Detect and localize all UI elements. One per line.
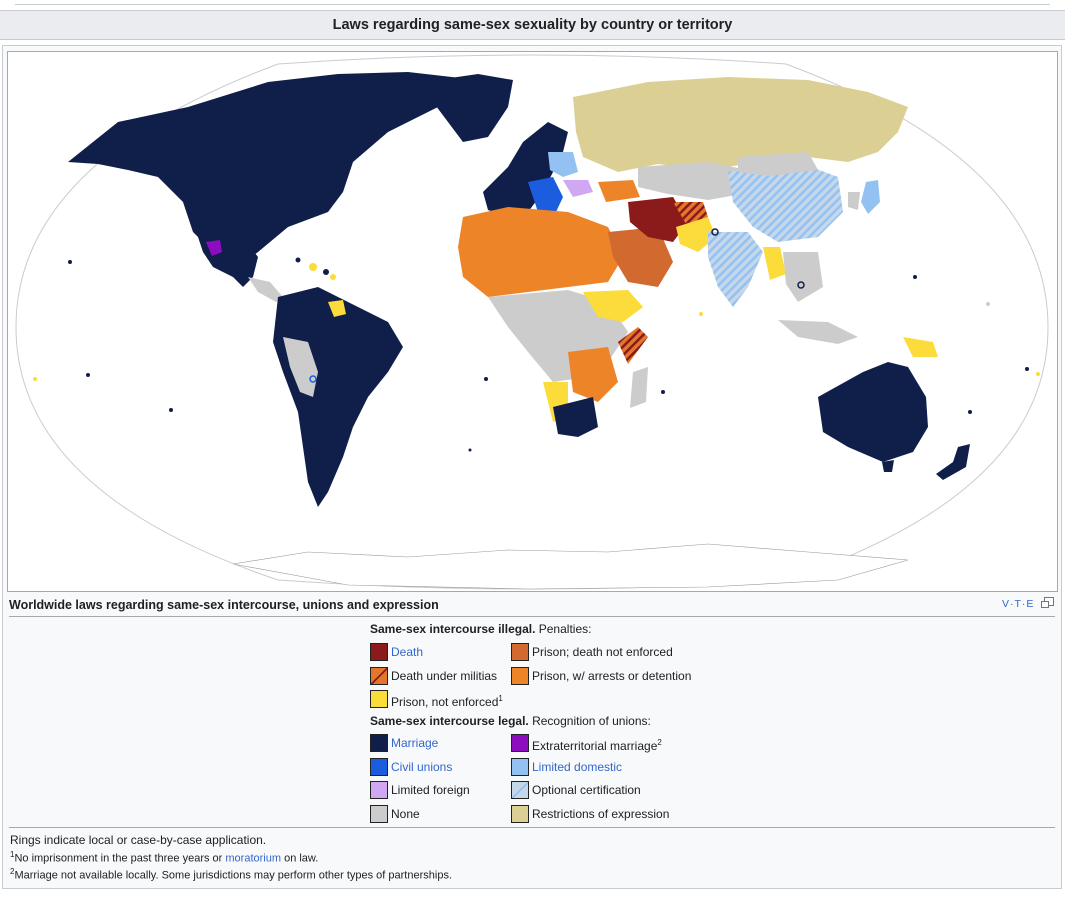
legend-label: Limited foreign	[391, 783, 470, 797]
region-andes-none[interactable]	[283, 337, 318, 397]
legend-label[interactable]: Limited domestic	[532, 759, 623, 774]
region-central-america[interactable]	[248, 277, 283, 302]
table-header: Laws regarding same-sex sexuality by cou…	[0, 10, 1065, 40]
region-china-hatch[interactable]	[728, 162, 843, 242]
footnote-1: 1No imprisonment in the past three years…	[10, 850, 319, 865]
legend-label: None	[391, 806, 420, 821]
region-south-africa[interactable]	[553, 397, 598, 437]
region-afghanistan-hatch[interactable]	[673, 202, 708, 224]
region-greenland[interactable]	[423, 74, 513, 142]
vte-links[interactable]: V·T·E	[1002, 598, 1035, 610]
page-title: Laws regarding same-sex sexuality by cou…	[332, 17, 733, 33]
world-map-svg[interactable]	[8, 52, 1057, 591]
region-guyana[interactable]	[328, 300, 346, 317]
enlarge-icon[interactable]	[1041, 597, 1054, 608]
region-europe[interactable]	[483, 122, 568, 217]
region-antarctica	[232, 543, 909, 590]
world-map[interactable]	[7, 51, 1058, 592]
legend-swatch	[511, 781, 529, 799]
legend-label: Extraterritorial marriage2	[532, 738, 662, 753]
legend-label[interactable]: Civil unions	[391, 759, 453, 774]
legend-label: Prison, not enforced1	[391, 694, 503, 709]
legend-swatch	[370, 757, 388, 776]
region-madagascar[interactable]	[630, 367, 648, 408]
region-png[interactable]	[903, 337, 938, 357]
region-indonesia[interactable]	[778, 320, 858, 344]
region-turkey[interactable]	[598, 180, 640, 202]
legend-swatch	[511, 804, 529, 823]
region-north-africa[interactable]	[458, 207, 623, 297]
region-north-america[interactable]	[68, 72, 478, 267]
region-india-hatch[interactable]	[708, 232, 763, 307]
legend-label[interactable]: Marriage	[391, 736, 439, 750]
region-horn-hatch[interactable]	[618, 327, 648, 364]
region-eastern-europe-limited[interactable]	[548, 152, 578, 177]
region-russia[interactable]	[573, 77, 908, 172]
legend-swatch	[370, 781, 388, 799]
figure-caption: Worldwide laws regarding same-sex interc…	[9, 598, 439, 612]
region-japan[interactable]	[861, 180, 880, 214]
region-south-central-africa[interactable]	[568, 347, 618, 402]
legend-swatch	[370, 690, 388, 708]
region-tasmania[interactable]	[882, 460, 894, 472]
legend-label: Restrictions of expression	[532, 806, 670, 821]
legend-label[interactable]: Death	[391, 645, 424, 659]
region-arabia[interactable]	[608, 227, 673, 287]
rings-note: Rings indicate local or case-by-case app…	[10, 833, 267, 847]
caption-divider	[9, 616, 1055, 617]
legend-label: Optional certification	[532, 783, 641, 797]
moratorium-link[interactable]: moratorium	[225, 852, 282, 865]
region-pakistan[interactable]	[676, 217, 716, 252]
legend-illegal-heading: Same-sex intercourse illegal. Penalties:	[370, 622, 592, 636]
legend-divider	[9, 827, 1055, 828]
legend-label: Prison; death not enforced	[532, 645, 673, 659]
region-central-europe-civil[interactable]	[528, 177, 563, 212]
region-mexico-extraterritorial[interactable]	[206, 240, 222, 256]
legend-swatch	[511, 734, 529, 752]
region-korea[interactable]	[848, 192, 860, 210]
legend-swatch	[370, 666, 388, 685]
region-mongolia[interactable]	[738, 152, 818, 176]
footnote-2: 2Marriage not available locally. Some ju…	[10, 867, 452, 882]
region-new-zealand[interactable]	[936, 444, 970, 480]
region-balkans[interactable]	[563, 180, 593, 197]
legend-swatch	[511, 757, 529, 776]
region-iran[interactable]	[628, 197, 688, 242]
legend-label: Prison, w/ arrests or detention	[532, 668, 692, 683]
legend-swatch	[370, 804, 388, 823]
region-myanmar[interactable]	[763, 247, 786, 280]
legend-swatch	[511, 643, 529, 661]
legend-label: Death under militias	[391, 668, 498, 683]
region-east-africa[interactable]	[583, 290, 643, 322]
legend-swatch	[511, 666, 529, 685]
region-australia[interactable]	[818, 362, 928, 462]
legend-legal-heading: Same-sex intercourse legal. Recognition …	[370, 714, 651, 728]
top-divider	[15, 4, 1050, 5]
legend-swatch	[370, 643, 388, 661]
region-central-asia[interactable]	[638, 162, 753, 200]
legend-swatch	[370, 734, 388, 752]
region-se-asia[interactable]	[783, 252, 823, 302]
